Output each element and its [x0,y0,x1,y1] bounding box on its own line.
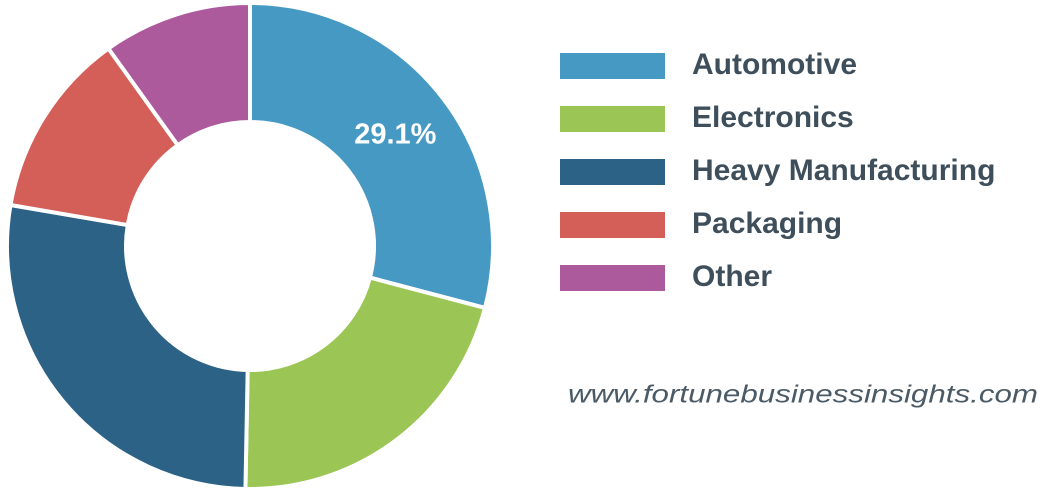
legend-swatch [560,265,665,291]
data-label: 29.1% [354,119,436,151]
legend-swatch [560,53,665,79]
legend-swatch [560,106,665,132]
legend-label: Packaging [692,207,842,240]
legend-label: Other [692,260,772,293]
legend-label: Automotive [692,48,857,81]
donut-slice [243,275,488,491]
legend-swatch [560,212,665,238]
donut-slice [5,202,250,491]
legend-swatch [560,159,665,185]
legend-label: Electronics [692,101,854,134]
donut-slice [248,0,495,311]
donut-slice [105,0,252,149]
legend-label: Heavy Manufacturing [692,154,995,187]
source: www.fortunebusinessinsights.com [568,381,1038,409]
